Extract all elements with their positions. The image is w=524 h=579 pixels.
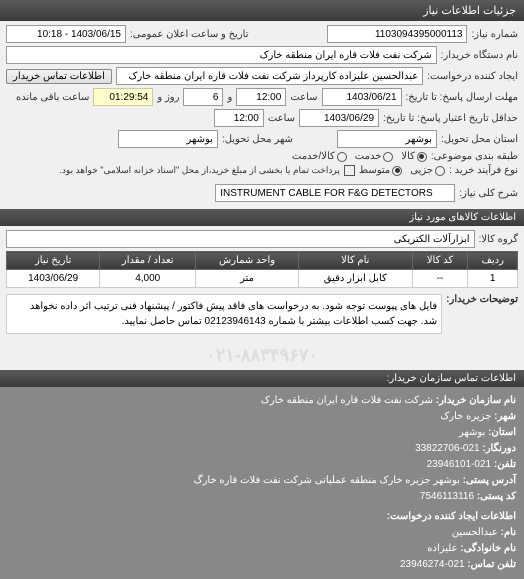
contact-info-button[interactable]: اطلاعات تماس خریدار <box>6 69 112 84</box>
delivery-loc-label: استان محل تحویل: <box>441 134 518 145</box>
validity-date-field: 1403/06/29 <box>299 109 379 127</box>
category-radio-group: کالا خدمت کالا/خدمت <box>292 151 427 162</box>
desc-field: INSTRUMENT CABLE FOR F&G DETECTORS <box>215 184 455 202</box>
org-field: شرکت نفت فلات قاره ایران منطقه خارک <box>6 46 437 64</box>
delivery-city-label: شهر محل تحویل: <box>222 134 293 145</box>
validity-time-field: 12:00 <box>214 109 264 127</box>
th-unit: واحد شمارش <box>196 252 299 270</box>
goods-table: ردیف کد کالا نام کالا واحد شمارش تعداد /… <box>6 251 518 288</box>
contact-header: اطلاعات تماس سازمان خریدار: <box>0 370 524 387</box>
purchase-type-radio-group: جزیی متوسط <box>359 165 445 176</box>
radio-goods[interactable]: کالا <box>401 151 427 162</box>
remaining-time-field: 01:29:54 <box>93 88 153 106</box>
deadline-label: مهلت ارسال پاسخ: تا تاریخ: <box>406 92 518 103</box>
days-label: و <box>227 92 232 103</box>
header-title: جزئیات اطلاعات نیاز <box>423 5 516 17</box>
creator-label: ایجاد کننده درخواست: <box>427 71 518 82</box>
creator-field: عبدالحسین علیزاده کارپرداز شرکت نفت فلات… <box>116 67 423 85</box>
org-label: نام دستگاه خریدار: <box>441 50 518 61</box>
days-field: 6 <box>183 88 223 106</box>
goods-group-label: گروه کالا: <box>479 234 518 245</box>
goods-group-field: ابزارآلات الکتریکی <box>6 230 475 248</box>
category-label: طبقه بندی موضوعی: <box>431 151 518 162</box>
radio-both[interactable]: کالا/خدمت <box>292 151 347 162</box>
td-name: کابل ابزار دقیق <box>298 270 412 288</box>
th-row: ردیف <box>468 252 518 270</box>
large-phone-display: ۰۲۱-۸۸۳۴۹۶۷۰ <box>0 341 524 370</box>
td-date: 1403/06/29 <box>7 270 100 288</box>
remaining-suffix: ساعت باقی مانده <box>16 92 89 103</box>
purchase-type-label: نوع فرآیند خرید : <box>449 165 518 176</box>
deadline-time-field: 12:00 <box>236 88 286 106</box>
request-number-label: شماره نیاز: <box>471 29 518 40</box>
delivery-province-field: بوشهر <box>337 130 437 148</box>
time-label-1: ساعت <box>290 92 317 103</box>
td-unit: متر <box>196 270 299 288</box>
desc-label: شرح کلی نیاز: <box>459 188 518 199</box>
announce-label: تاریخ و ساعت اعلان عمومی: <box>130 29 249 40</box>
th-date: تاریخ نیاز <box>7 252 100 270</box>
delivery-city-field: بوشهر <box>118 130 218 148</box>
radio-medium[interactable]: متوسط <box>359 165 402 176</box>
treasury-checkbox[interactable] <box>344 165 355 176</box>
page-header: جزئیات اطلاعات نیاز <box>0 0 524 21</box>
table-row[interactable]: 1 -- کابل ابزار دقیق متر 4,000 1403/06/2… <box>7 270 518 288</box>
td-row: 1 <box>468 270 518 288</box>
goods-section-title: اطلاعات کالاهای مورد نیاز <box>0 209 524 226</box>
time-label-2: ساعت <box>268 113 295 124</box>
purchase-note: پرداخت تمام یا بخشی از مبلغ خرید،از محل … <box>59 165 339 176</box>
th-qty: تعداد / مقدار <box>100 252 196 270</box>
radio-service[interactable]: خدمت <box>355 151 394 162</box>
validity-label: حداقل تاریخ اعتبار پاسخ: تا تاریخ: <box>383 113 518 124</box>
th-code: کد کالا <box>412 252 468 270</box>
deadline-date-field: 1403/06/21 <box>322 88 402 106</box>
td-code: -- <box>412 270 468 288</box>
td-qty: 4,000 <box>100 270 196 288</box>
explanation-text: فایل های پیوست توجه شود. به درخواست های … <box>6 294 442 334</box>
th-name: نام کالا <box>298 252 412 270</box>
explanation-label: توضیحات خریدار: <box>446 294 518 305</box>
table-header-row: ردیف کد کالا نام کالا واحد شمارش تعداد /… <box>7 252 518 270</box>
days-suffix: روز و <box>157 92 179 103</box>
request-number-field: 1103094395000113 <box>327 25 467 43</box>
radio-minor[interactable]: جزیی <box>410 165 445 176</box>
contact-section: نام سازمان خریدار: شرکت نفت فلات قاره ای… <box>0 387 524 579</box>
announce-date-field: 1403/06/15 - 10:18 <box>6 25 126 43</box>
